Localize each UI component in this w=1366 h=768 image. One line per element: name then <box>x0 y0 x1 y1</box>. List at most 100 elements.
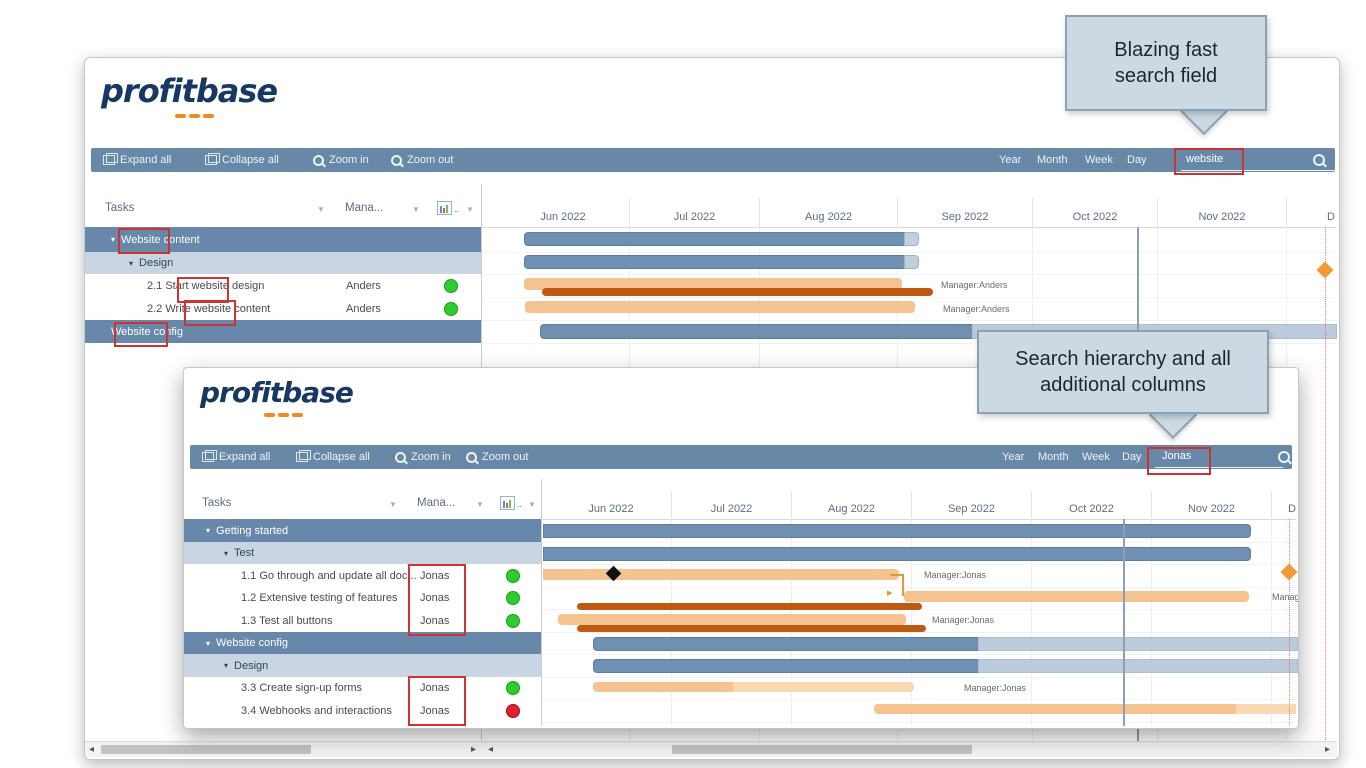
search-icon[interactable] <box>1313 154 1325 166</box>
summary-bar-remaining[interactable] <box>978 637 1298 651</box>
summary-bar[interactable] <box>593 659 980 673</box>
table-row-subgroup[interactable]: ▾ Design <box>184 654 541 677</box>
task-progress-bar[interactable] <box>577 625 926 632</box>
view-day-button[interactable]: Day <box>1127 154 1147 166</box>
row-name: Test <box>234 547 255 559</box>
collapse-all-button[interactable]: Collapse all <box>296 445 370 469</box>
table-row-group[interactable]: ▾ Website content <box>85 227 481 252</box>
task-bar[interactable] <box>874 704 1236 714</box>
chart-filter-icon[interactable]: ▼ <box>466 205 474 214</box>
summary-bar[interactable] <box>524 232 908 246</box>
table-row[interactable]: 1.1 Go through and update all doc... Jon… <box>184 564 541 588</box>
row-name: 2.1 Start website design <box>147 279 265 292</box>
tasks-filter-icon[interactable]: ▼ <box>389 500 397 509</box>
search-input[interactable]: website <box>1186 153 1224 165</box>
tasks-column-header[interactable]: Tasks <box>202 497 232 509</box>
task-progress-bar[interactable] <box>577 603 922 610</box>
manager-column-header[interactable]: Mana... <box>417 497 456 509</box>
task-bar[interactable] <box>558 614 906 625</box>
tasks-column-header[interactable]: Tasks <box>105 202 135 214</box>
collapse-row-icon[interactable]: ▾ <box>129 258 134 268</box>
scroll-left-icon[interactable]: ◂ <box>488 744 494 755</box>
expand-all-label: Expand all <box>120 154 172 166</box>
task-bar[interactable] <box>904 591 1249 602</box>
row-name: 2.2 Write website content <box>147 302 271 315</box>
task-bar[interactable] <box>543 569 899 580</box>
row-manager: Jonas <box>420 704 450 717</box>
bar-label: Manager:Jonas <box>964 683 1027 693</box>
table-row[interactable]: 3.3 Create sign-up forms Jonas <box>184 677 541 700</box>
task-bar-light[interactable] <box>1236 704 1296 714</box>
zoom-out-button[interactable]: Zoom out <box>466 445 528 469</box>
row-separator <box>542 632 1296 633</box>
collapse-all-button[interactable]: Collapse all <box>205 148 279 172</box>
table-row-group[interactable]: ▾ Website config <box>184 632 541 654</box>
collapse-row-icon[interactable]: ▾ <box>206 526 211 535</box>
expand-all-button[interactable]: Expand all <box>202 445 270 469</box>
scroll-left-icon[interactable]: ◂ <box>89 744 95 755</box>
dependency-connector <box>890 574 904 596</box>
scroll-right-icon[interactable]: ▸ <box>471 744 477 755</box>
table-row[interactable]: 1.2 Extensive testing of features Jonas <box>184 587 541 610</box>
search-input[interactable]: Jonas <box>1162 450 1192 462</box>
row-name: 1.2 Extensive testing of features <box>241 592 398 604</box>
view-month-button[interactable]: Month <box>1037 154 1068 166</box>
month-header: Nov 2022 <box>1151 491 1271 519</box>
summary-bar[interactable] <box>543 524 1251 538</box>
month-header: Nov 2022 <box>1157 198 1286 227</box>
view-year-button[interactable]: Year <box>1002 451 1025 463</box>
collapse-row-icon[interactable]: ▾ <box>111 235 116 244</box>
table-row-subgroup[interactable]: ▾ Design <box>85 252 481 274</box>
task-bar[interactable] <box>593 682 733 692</box>
collapse-row-icon[interactable]: ▾ <box>224 661 229 670</box>
today-line <box>1123 519 1125 726</box>
grid-hscrollbar[interactable]: ◂ ▸ <box>85 741 482 757</box>
table-row[interactable]: 3.4 Webhooks and interactions Jonas <box>184 699 541 722</box>
row-name: 3.4 Webhooks and interactions <box>241 704 392 717</box>
task-bar[interactable] <box>525 301 915 313</box>
annotation-word-highlight <box>177 277 229 303</box>
view-month-button[interactable]: Month <box>1038 451 1069 463</box>
zoom-in-button[interactable]: Zoom in <box>313 148 369 172</box>
table-row-group[interactable]: ▾ Getting started <box>184 519 541 542</box>
toolbar: Expand all Collapse all Zoom in Zoom out… <box>190 445 1292 469</box>
task-bar[interactable] <box>524 278 902 290</box>
chart-column-icon[interactable] <box>500 496 515 510</box>
view-year-button[interactable]: Year <box>999 154 1022 166</box>
zoom-out-icon <box>466 451 477 463</box>
collapse-row-icon[interactable]: ▾ <box>224 548 229 558</box>
table-row[interactable]: 1.3 Test all buttons Jonas <box>184 609 541 633</box>
row-separator <box>482 252 1337 253</box>
row-separator <box>542 542 1296 543</box>
tasks-filter-icon[interactable]: ▼ <box>317 205 325 214</box>
manager-column-header[interactable]: Mana... <box>345 202 384 214</box>
zoom-out-button[interactable]: Zoom out <box>391 148 453 172</box>
view-day-button[interactable]: Day <box>1122 451 1142 463</box>
manager-filter-icon[interactable]: ▼ <box>412 205 420 214</box>
scrollbar-thumb[interactable] <box>672 745 972 754</box>
scroll-right-icon[interactable]: ▸ <box>1325 744 1331 755</box>
collapse-row-icon[interactable]: ▾ <box>206 638 211 648</box>
table-row[interactable]: 2.1 Start website design Anders <box>85 274 481 298</box>
view-week-button[interactable]: Week <box>1085 154 1113 166</box>
summary-bar[interactable] <box>524 255 908 269</box>
chart-hscrollbar[interactable]: ◂ ▸ <box>482 741 1337 757</box>
view-week-button[interactable]: Week <box>1082 451 1110 463</box>
manager-filter-icon[interactable]: ▼ <box>476 500 484 509</box>
summary-bar-remaining[interactable] <box>978 659 1298 673</box>
chart-column-icon[interactable] <box>437 201 452 215</box>
summary-bar[interactable] <box>543 547 1251 561</box>
task-bar-light[interactable] <box>733 682 914 692</box>
scrollbar-thumb[interactable] <box>101 745 311 754</box>
table-row[interactable]: 2.2 Write website content Anders <box>85 297 481 321</box>
summary-bar[interactable] <box>540 324 974 339</box>
task-progress-bar[interactable] <box>542 288 933 296</box>
grid-splitter[interactable] <box>541 479 542 726</box>
table-row-subgroup[interactable]: ▾ Test <box>184 542 541 564</box>
summary-bar[interactable] <box>593 637 980 651</box>
expand-all-icon <box>103 153 118 165</box>
zoom-in-button[interactable]: Zoom in <box>395 445 451 469</box>
chart-filter-icon[interactable]: ▼ <box>528 500 536 509</box>
expand-all-button[interactable]: Expand all <box>103 148 171 172</box>
search-icon[interactable] <box>1278 451 1290 463</box>
